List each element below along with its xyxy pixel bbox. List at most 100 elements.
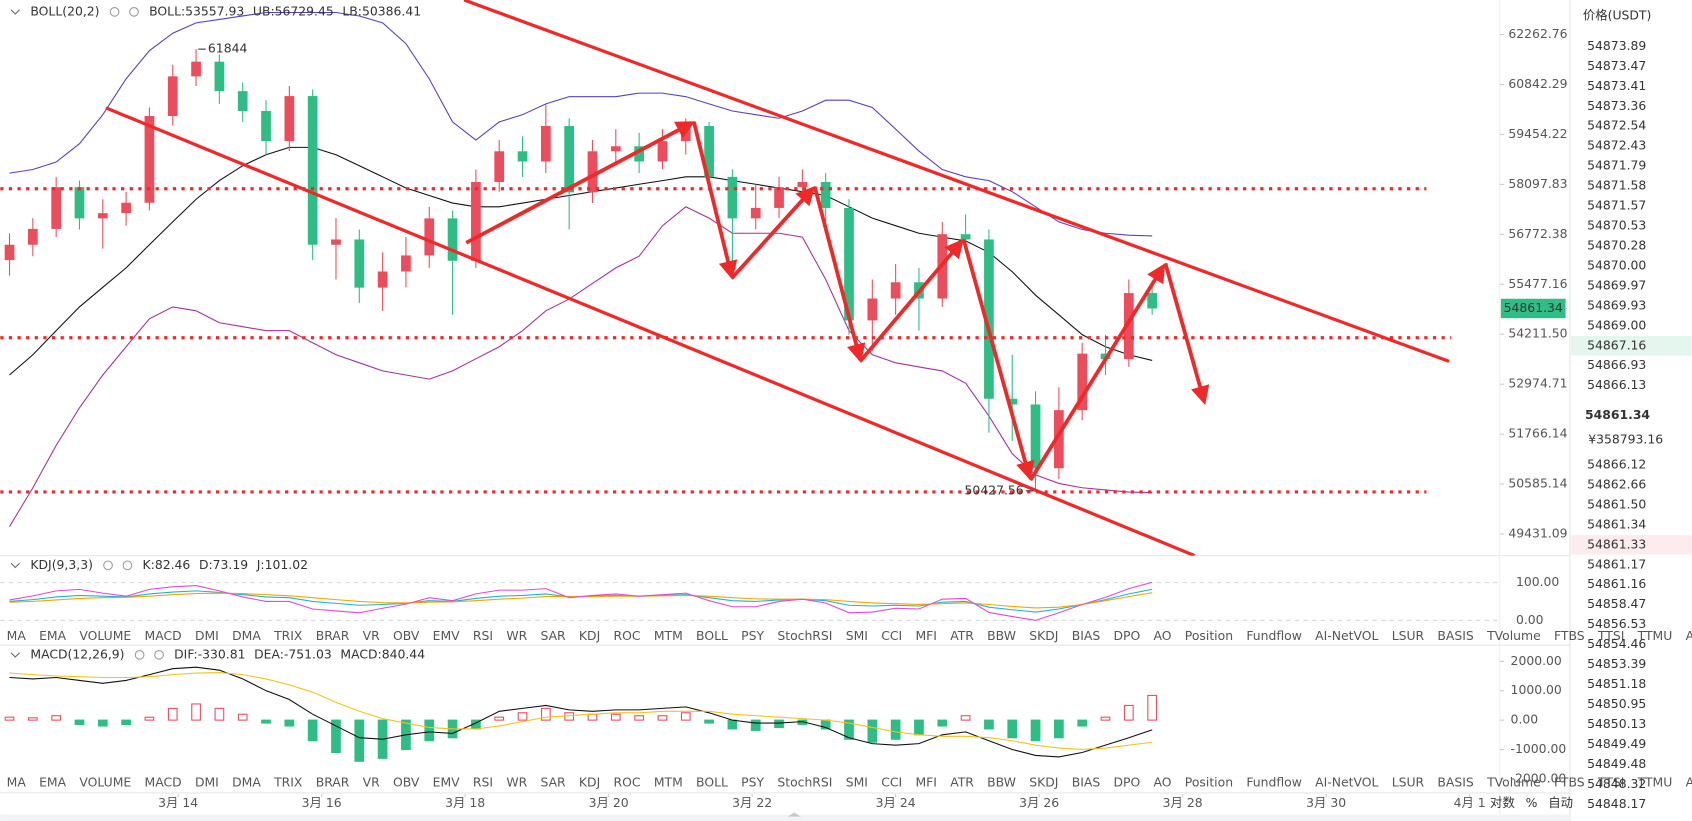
ask-price[interactable]: 54872.54 — [1587, 118, 1646, 133]
bid-price[interactable]: 54861.16 — [1587, 576, 1646, 591]
bid-price[interactable]: 54861.50 — [1587, 496, 1646, 511]
indicator-tab[interactable]: StochRSI — [777, 628, 832, 643]
ask-price[interactable]: 54871.58 — [1587, 178, 1646, 193]
collapse-icon[interactable] — [10, 652, 20, 658]
indicator-tab[interactable]: Fundflow — [1246, 775, 1302, 790]
ask-price[interactable]: 54873.89 — [1587, 38, 1646, 53]
indicator-tab[interactable]: TVolume — [1486, 775, 1541, 790]
indicator-tab[interactable]: AO — [1154, 775, 1172, 790]
ask-price[interactable]: 54873.36 — [1587, 98, 1646, 113]
indicator-tab[interactable]: WR — [506, 628, 527, 643]
indicator-tab[interactable]: KDJ — [579, 775, 600, 790]
indicator-tab[interactable]: DMI — [195, 628, 219, 643]
indicator-tab[interactable]: MA — [7, 775, 27, 790]
indicator-tab[interactable]: AI-NetVOL — [1315, 775, 1378, 790]
bid-price[interactable]: 54856.53 — [1587, 616, 1646, 631]
indicator-tab[interactable]: SKDJ — [1029, 775, 1058, 790]
indicator-tab[interactable]: EMV — [433, 628, 461, 643]
indicator-tab[interactable]: StochRSI — [777, 775, 832, 790]
ask-price[interactable]: 54870.53 — [1587, 218, 1646, 233]
ask-price[interactable]: 54870.28 — [1587, 237, 1646, 252]
bid-price[interactable]: 54848.32 — [1587, 776, 1646, 791]
indicator-tab[interactable]: PSY — [741, 628, 764, 643]
indicator-tab[interactable]: BASIS — [1437, 775, 1473, 790]
ask-price[interactable]: 54872.43 — [1587, 138, 1646, 153]
indicator-tab[interactable]: PSY — [741, 775, 764, 790]
settings-icon[interactable] — [122, 560, 133, 571]
indicator-tab[interactable]: KDJ — [579, 628, 600, 643]
settings-icon[interactable] — [154, 650, 164, 660]
ask-price[interactable]: 54866.13 — [1587, 377, 1646, 392]
indicator-tab[interactable]: DPO — [1113, 628, 1140, 643]
indicator-tab[interactable]: OBV — [393, 775, 420, 790]
indicator-tab[interactable]: MTM — [654, 775, 683, 790]
indicator-tab[interactable]: ROC — [614, 775, 641, 790]
indicator-tab[interactable]: BOLL — [696, 775, 728, 790]
indicator-tab[interactable]: TRIX — [273, 628, 303, 643]
indicator-tab[interactable]: BOLL — [696, 628, 728, 643]
indicator-tab[interactable]: DPO — [1113, 775, 1140, 790]
bid-price[interactable]: 54850.13 — [1587, 716, 1646, 731]
indicator-tab[interactable]: BRAR — [316, 628, 350, 643]
scale-button[interactable]: % — [1526, 795, 1538, 810]
indicator-tab[interactable]: TRIX — [273, 775, 303, 790]
indicator-tab[interactable]: ROC — [614, 628, 641, 643]
bid-price[interactable]: 54854.46 — [1587, 636, 1646, 651]
indicator-tab[interactable]: EMV — [433, 775, 461, 790]
indicator-tab[interactable]: ATR — [950, 628, 974, 643]
ask-price[interactable]: 54870.00 — [1587, 257, 1646, 272]
visibility-icon[interactable] — [103, 560, 113, 571]
ask-price[interactable]: 54866.93 — [1587, 357, 1646, 372]
indicator-tab[interactable]: BRAR — [316, 775, 350, 790]
indicator-tab[interactable]: VR — [363, 775, 380, 790]
indicator-tab[interactable]: Position — [1185, 628, 1233, 643]
indicator-tab[interactable]: VR — [363, 628, 380, 643]
indicator-tab[interactable]: FTBS — [1554, 628, 1585, 643]
indicator-tab[interactable]: LSUR — [1392, 628, 1425, 643]
indicator-tab[interactable]: CCI — [881, 775, 902, 790]
indicator-tab[interactable]: AI-BSI — [1686, 628, 1692, 643]
indicator-tab[interactable]: AO — [1154, 628, 1172, 643]
indicator-tab[interactable]: MFI — [915, 775, 936, 790]
bid-price[interactable]: 54850.95 — [1587, 696, 1646, 711]
indicator-tab[interactable]: AI-NetVOL — [1315, 628, 1378, 643]
bid-price[interactable]: 54851.18 — [1587, 676, 1646, 691]
indicator-tab[interactable]: TVolume — [1486, 628, 1541, 643]
ask-price[interactable]: 54869.93 — [1587, 297, 1646, 312]
indicator-tab[interactable]: Position — [1185, 775, 1233, 790]
bid-price[interactable]: 54853.39 — [1587, 656, 1646, 671]
indicator-tab[interactable]: EMA — [39, 775, 67, 790]
ask-price[interactable]: 54873.47 — [1587, 58, 1646, 73]
bid-price[interactable]: 54866.12 — [1587, 456, 1646, 471]
ask-price[interactable]: 54867.16 — [1587, 337, 1646, 352]
indicator-tab[interactable]: SAR — [540, 628, 566, 643]
indicator-tab[interactable]: SMI — [846, 628, 868, 643]
indicator-tab[interactable]: ATR — [950, 775, 974, 790]
scroll-handle[interactable] — [787, 812, 801, 817]
bid-price[interactable]: 54861.17 — [1587, 556, 1646, 571]
indicator-tab[interactable]: WR — [506, 775, 527, 790]
indicator-tab[interactable]: BBW — [987, 628, 1016, 643]
indicator-tab[interactable]: FTBS — [1554, 775, 1585, 790]
indicator-tab[interactable]: LSUR — [1392, 775, 1425, 790]
indicator-tab[interactable]: VOLUME — [79, 775, 131, 790]
bid-price[interactable]: 54861.34 — [1587, 516, 1646, 531]
indicator-tab[interactable]: MFI — [915, 628, 936, 643]
indicator-tab[interactable]: RSI — [473, 628, 493, 643]
indicator-tab[interactable]: BBW — [987, 775, 1016, 790]
indicator-tab[interactable]: CCI — [881, 628, 902, 643]
indicator-tab[interactable]: EMA — [39, 628, 67, 643]
indicator-tab[interactable]: TTMU — [1637, 775, 1673, 790]
ask-price[interactable]: 54871.79 — [1587, 158, 1646, 173]
bid-price[interactable]: 54858.47 — [1587, 596, 1646, 611]
indicator-tab[interactable]: VOLUME — [79, 628, 131, 643]
indicator-tab[interactable]: BIAS — [1072, 628, 1101, 643]
scale-button[interactable]: 自动 — [1548, 795, 1573, 810]
indicator-tab[interactable]: SAR — [540, 775, 566, 790]
bid-price[interactable]: 54861.33 — [1587, 536, 1646, 551]
indicator-tab[interactable]: MA — [7, 628, 27, 643]
indicator-tab[interactable]: MACD — [145, 775, 182, 790]
indicator-tab[interactable]: DMI — [195, 775, 219, 790]
indicator-tab[interactable]: BIAS — [1072, 775, 1101, 790]
indicator-tab[interactable]: AI-BSI — [1686, 775, 1692, 790]
